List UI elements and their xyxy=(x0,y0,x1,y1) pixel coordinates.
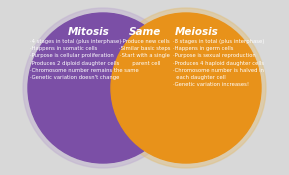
Text: Same: Same xyxy=(129,27,161,37)
Text: Meiosis: Meiosis xyxy=(175,27,219,37)
Text: ·4 stages in total (plus interphase)
·Happens in somatic cells
·Purpose is cellu: ·4 stages in total (plus interphase) ·Ha… xyxy=(30,39,139,80)
Circle shape xyxy=(23,8,183,168)
Text: ·Produce new cells
·Similar basic steps
·Start with a single
  parent cell: ·Produce new cells ·Similar basic steps … xyxy=(119,39,171,66)
Circle shape xyxy=(28,13,178,163)
Circle shape xyxy=(111,13,261,163)
Text: Mitosis: Mitosis xyxy=(68,27,110,37)
Text: ·8 stages in total (plus interphase)
·Happens in germ cells
·Purpose is sexual r: ·8 stages in total (plus interphase) ·Ha… xyxy=(173,39,264,87)
Circle shape xyxy=(106,8,266,168)
